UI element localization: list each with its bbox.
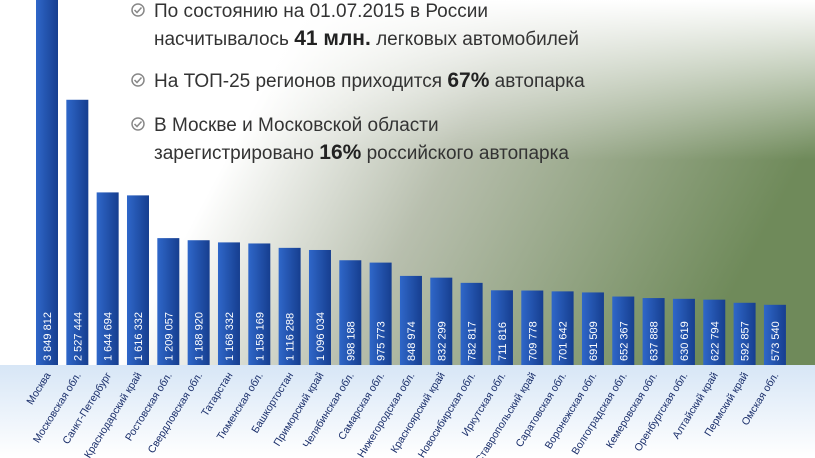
annotation-text: зарегистрировано: [154, 143, 319, 164]
value-label: 1 158 169: [254, 312, 266, 361]
value-label: 701 642: [558, 321, 570, 361]
value-label: 848 974: [406, 321, 418, 361]
annotation-line: По состоянию на 01.07.2015 в России: [154, 1, 488, 22]
bullet-check: [133, 120, 143, 128]
bar: [399, 275, 422, 365]
bar: [126, 195, 149, 365]
bullet-circle: [131, 73, 145, 87]
bar: [217, 242, 240, 365]
bar: [763, 304, 786, 365]
value-label: 1 096 034: [315, 312, 327, 361]
value-label: 592 857: [740, 321, 752, 361]
bar: [581, 292, 604, 365]
value-label: 652 367: [618, 321, 630, 361]
value-label: 1 188 920: [194, 312, 206, 361]
annotation-text: На ТОП-25 регионов приходится: [154, 71, 447, 92]
bar: [733, 302, 756, 365]
bar: [248, 243, 271, 365]
value-label: 622 794: [709, 321, 721, 361]
bar: [157, 238, 180, 365]
bar: [369, 262, 392, 365]
value-label: 1 168 332: [224, 312, 236, 361]
value-label: 630 619: [679, 321, 691, 361]
bar: [612, 296, 635, 365]
annotation-text: По состоянию на 01.07.2015 в России: [154, 1, 488, 22]
bar: [460, 282, 483, 365]
bar: [703, 299, 726, 365]
bullet-check: [133, 6, 143, 14]
value-label: 1 209 057: [163, 312, 175, 361]
annotation-line: В Москве и Московской области: [154, 115, 439, 136]
bar: [36, 0, 58, 365]
bar: [521, 290, 544, 365]
bullet-check: [133, 76, 143, 84]
value-label: 711 816: [497, 322, 509, 361]
annotation-line: зарегистрировано 16% российского автопар…: [154, 141, 569, 164]
annotation-highlight: 16%: [319, 141, 361, 164]
bar: [672, 298, 695, 365]
bullet-icon: [131, 117, 145, 131]
bar: [339, 260, 362, 365]
label-strip: [0, 365, 815, 458]
annotation-line: насчитывалось 41 млн. легковых автомобил…: [154, 27, 579, 50]
annotation-text: В Москве и Московской области: [154, 115, 439, 136]
annotation-text: российского автопарка: [361, 143, 569, 164]
value-label: 832 299: [436, 321, 448, 361]
annotation-line: На ТОП-25 регионов приходится 67% автопа…: [154, 69, 585, 92]
value-label: 709 778: [527, 321, 539, 361]
bar: [642, 298, 665, 365]
value-label: 637 888: [649, 321, 661, 361]
bar: [551, 291, 574, 365]
bar: [187, 240, 210, 365]
bullet-circle: [131, 117, 145, 131]
bar: [490, 290, 513, 365]
value-label: 998 188: [345, 321, 357, 361]
value-label: 2 527 444: [72, 312, 84, 361]
value-label: 1 116 288: [285, 313, 297, 361]
value-label: 975 773: [376, 321, 388, 361]
annotation-text: автопарка: [489, 71, 585, 92]
bar: [66, 99, 89, 366]
bullet-circle: [131, 3, 145, 17]
bar: [308, 249, 331, 365]
value-label: 573 540: [770, 321, 782, 361]
bullet-icon: [131, 3, 145, 17]
annotation-text: легковых автомобилей: [371, 29, 579, 50]
value-label: 3 849 812: [42, 312, 54, 361]
bar: [96, 192, 119, 365]
bar: [430, 277, 453, 365]
value-label: 691 509: [588, 321, 600, 361]
annotation-text: насчитывалось: [154, 29, 294, 50]
bar: [278, 247, 301, 365]
value-label: 1 616 332: [133, 312, 145, 361]
bullet-icon: [131, 73, 145, 87]
value-label: 1 644 694: [103, 312, 115, 361]
value-label: 782 817: [467, 321, 479, 361]
annotation-highlight: 67%: [447, 69, 489, 92]
annotation-highlight: 41 млн.: [294, 27, 371, 50]
